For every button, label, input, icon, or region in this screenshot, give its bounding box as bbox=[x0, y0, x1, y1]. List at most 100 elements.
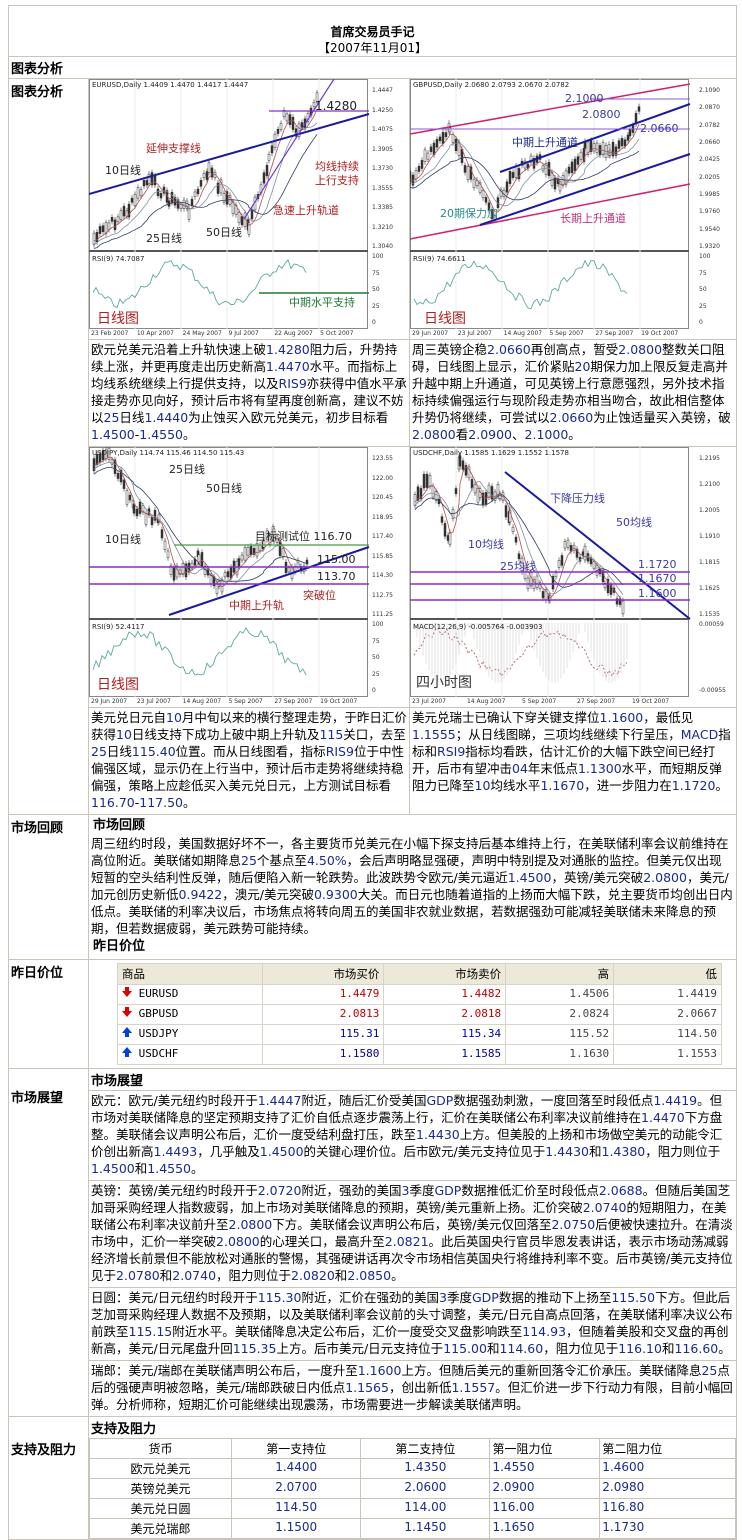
indicator-tick-label: 75 bbox=[372, 637, 380, 645]
annotation: 1.4280 bbox=[315, 99, 357, 113]
annotation: 25日线 bbox=[146, 232, 182, 245]
analysis-gbpusd: 周三英镑企稳2.0660再创高点，暂受2.0800整数关口阻碍，日线图上显示，汇… bbox=[409, 339, 737, 447]
level-cell: 116.00 bbox=[489, 1498, 601, 1519]
arrow-down-icon bbox=[122, 987, 132, 997]
chart-header: EURUSD,Daily 1.4409 1.4470 1.4417 1.4447 bbox=[92, 81, 249, 89]
low-cell: 1.1553 bbox=[613, 1044, 722, 1065]
high-cell: 1.1630 bbox=[505, 1044, 615, 1065]
levels-row: 欧元兑美元 1.4400 1.4350 1.4550 1.4600 bbox=[88, 1458, 736, 1479]
column-header: 第二支持位 bbox=[360, 1438, 491, 1459]
annotation: 1.1600 bbox=[638, 587, 677, 600]
annotation: 1.1720 bbox=[638, 558, 677, 571]
annotation: 10日线 bbox=[105, 164, 141, 177]
indicator-label: RSI(9) 52.4117 bbox=[92, 623, 145, 631]
x-date-label: 27 Sep 2007 bbox=[577, 698, 616, 705]
levels-row: 美元兑瑞郎 1.1500 1.1450 1.1650 1.1730 bbox=[88, 1518, 736, 1539]
column-header[interactable]: 市场卖价 bbox=[383, 963, 507, 985]
bid-cell: 2.0813 bbox=[261, 1004, 385, 1025]
x-date-label: 19 Oct 2007 bbox=[632, 698, 670, 705]
annotation: 1.1670 bbox=[638, 572, 677, 585]
section-chart-analysis: 图表分析 bbox=[8, 56, 737, 79]
column-header[interactable]: 高 bbox=[505, 963, 615, 985]
x-date-label: 9 Jul 2007 bbox=[228, 330, 259, 337]
support-resistance-table: 货币 第一支持位 第二支持位 第一阻力位 第二阻力位 欧元兑美元 1.4400 1.4350 1… bbox=[88, 1438, 736, 1539]
label-market-review: 市场回顾 bbox=[8, 814, 89, 960]
indicator-label: RSI(9) 74.7087 bbox=[92, 255, 145, 263]
x-date-label: 23 Jul 2007 bbox=[457, 330, 492, 337]
x-date-label: 14 Aug 2007 bbox=[182, 698, 222, 705]
x-date-label: 5 Sep 2007 bbox=[522, 698, 557, 705]
low-cell: 2.0667 bbox=[613, 1004, 722, 1025]
page: 首席交易员手记 【2007年11月01】 图表分析 图表分析 1.4280 延伸… bbox=[8, 5, 737, 1540]
bid-cell: 1.4479 bbox=[261, 984, 385, 1005]
x-date-label: 22 Aug 2007 bbox=[274, 330, 313, 337]
x-date-label: 24 May 2007 bbox=[182, 330, 222, 337]
report-date: 【2007年11月01】 bbox=[317, 41, 428, 55]
annotation: 急速上升轨道 bbox=[273, 204, 339, 217]
y-tick-label: 1.1910 bbox=[699, 533, 720, 540]
indicator-tick-label: 25 bbox=[699, 302, 707, 310]
low-cell: 1.4419 bbox=[613, 984, 722, 1005]
y-tick-label: 1.3905 bbox=[372, 145, 393, 153]
analysis-usdchf: 美元兑瑞士已确认下穿关键支撑位1.1600，最低见1.1555；从日线图睇，三项… bbox=[409, 707, 737, 815]
market-review-heading: 市场回顾 bbox=[93, 818, 146, 833]
annotation: 20期保力加 bbox=[440, 207, 498, 220]
indicator-tick-label: 50 bbox=[699, 286, 707, 293]
indicator-tick-label: 25 bbox=[372, 302, 380, 310]
column-header[interactable]: 商品 bbox=[117, 963, 263, 985]
indicator-tick-label: 75 bbox=[699, 269, 707, 277]
annotation: 均线持续 bbox=[315, 160, 359, 173]
arrow-up-icon bbox=[122, 1047, 132, 1057]
label-chart-analysis: 图表分析 bbox=[8, 78, 89, 815]
annotation: 中期上升通道 bbox=[512, 136, 578, 149]
y-tick-label: 1.2100 bbox=[699, 481, 720, 488]
x-date-label: 23 Jul 2007 bbox=[136, 698, 171, 705]
level-cell: 1.4600 bbox=[599, 1458, 736, 1479]
y-tick-label: 1.4447 bbox=[372, 87, 393, 94]
annotation: 10均线 bbox=[468, 538, 504, 551]
x-date-label: 14 Aug 2007 bbox=[467, 698, 506, 705]
annotation: 113.70 bbox=[317, 570, 356, 583]
support-resistance-heading: 支持及阻力 bbox=[91, 1422, 157, 1437]
y-tick-label: 123.55 bbox=[372, 455, 393, 462]
level-cell: 1.4400 bbox=[231, 1458, 362, 1479]
x-date-label: 14 Aug 2007 bbox=[503, 330, 543, 337]
ask-cell: 115.34 bbox=[383, 1024, 507, 1045]
level-cell: 1.1650 bbox=[489, 1518, 601, 1539]
column-header: 货币 bbox=[88, 1438, 233, 1459]
annotation: 115.00 bbox=[317, 553, 356, 566]
y-tick-label: 1.1815 bbox=[699, 559, 720, 566]
x-date-label: 23 Feb 2007 bbox=[91, 330, 129, 337]
bid-cell: 115.31 bbox=[261, 1024, 385, 1045]
annotation: 10日线 bbox=[105, 533, 141, 546]
annotation: 突破位 bbox=[303, 589, 336, 602]
chart-header: GBPUSD,Daily 2.0680 2.0793 2.0670 2.0782 bbox=[413, 81, 570, 89]
bid-cell: 1.1580 bbox=[261, 1044, 385, 1065]
symbol-cell: EURUSD bbox=[117, 984, 263, 1005]
chart-usdchf: 下降压力线 50均线 10均线 25均线 1.1720 1.1670 1.160… bbox=[410, 447, 728, 707]
annotation: 50日线 bbox=[206, 226, 242, 239]
label-yesterday-prices: 昨日价位 bbox=[8, 959, 89, 1069]
annotation: 上行支持 bbox=[315, 174, 359, 187]
annotation: 延伸支撑线 bbox=[146, 142, 201, 155]
chart-header: USDJPY,Daily 114.74 115.46 114.50 115.43 bbox=[92, 449, 245, 457]
x-date-label: 19 Oct 2007 bbox=[320, 698, 358, 705]
symbol: EURUSD bbox=[138, 987, 179, 1000]
level-cell: 1.1450 bbox=[360, 1518, 491, 1539]
level-cell: 1.1730 bbox=[599, 1518, 736, 1539]
indicator-label: RSI(9) 74.6611 bbox=[413, 255, 466, 263]
annotation: 中期水平支持 bbox=[289, 296, 355, 309]
report-table: 首席交易员手记 【2007年11月01】 图表分析 图表分析 1.4280 延伸… bbox=[8, 5, 737, 1540]
level-cell: 114.00 bbox=[360, 1498, 491, 1519]
price-row: GBPUSD 2.0813 2.0818 2.0824 2.0667 bbox=[117, 1004, 722, 1025]
ask-cell: 1.4482 bbox=[383, 984, 507, 1005]
column-header[interactable]: 市场买价 bbox=[261, 963, 385, 985]
column-header[interactable]: 低 bbox=[613, 963, 722, 985]
market-review-text: 周三纽约时段，美国数据好坏不一，各主要货币兑美元在小幅下探支持后基本维持上行，在… bbox=[91, 836, 733, 936]
indicator-tick-label: 50 bbox=[372, 654, 380, 661]
symbol: USDJPY bbox=[138, 1027, 179, 1040]
chart-caption: 日线图 bbox=[97, 311, 139, 327]
y-tick-label: 112.75 bbox=[372, 591, 393, 599]
yesterday-prices-heading: 昨日价位 bbox=[93, 939, 146, 954]
y-tick-label: 114.30 bbox=[372, 572, 393, 579]
